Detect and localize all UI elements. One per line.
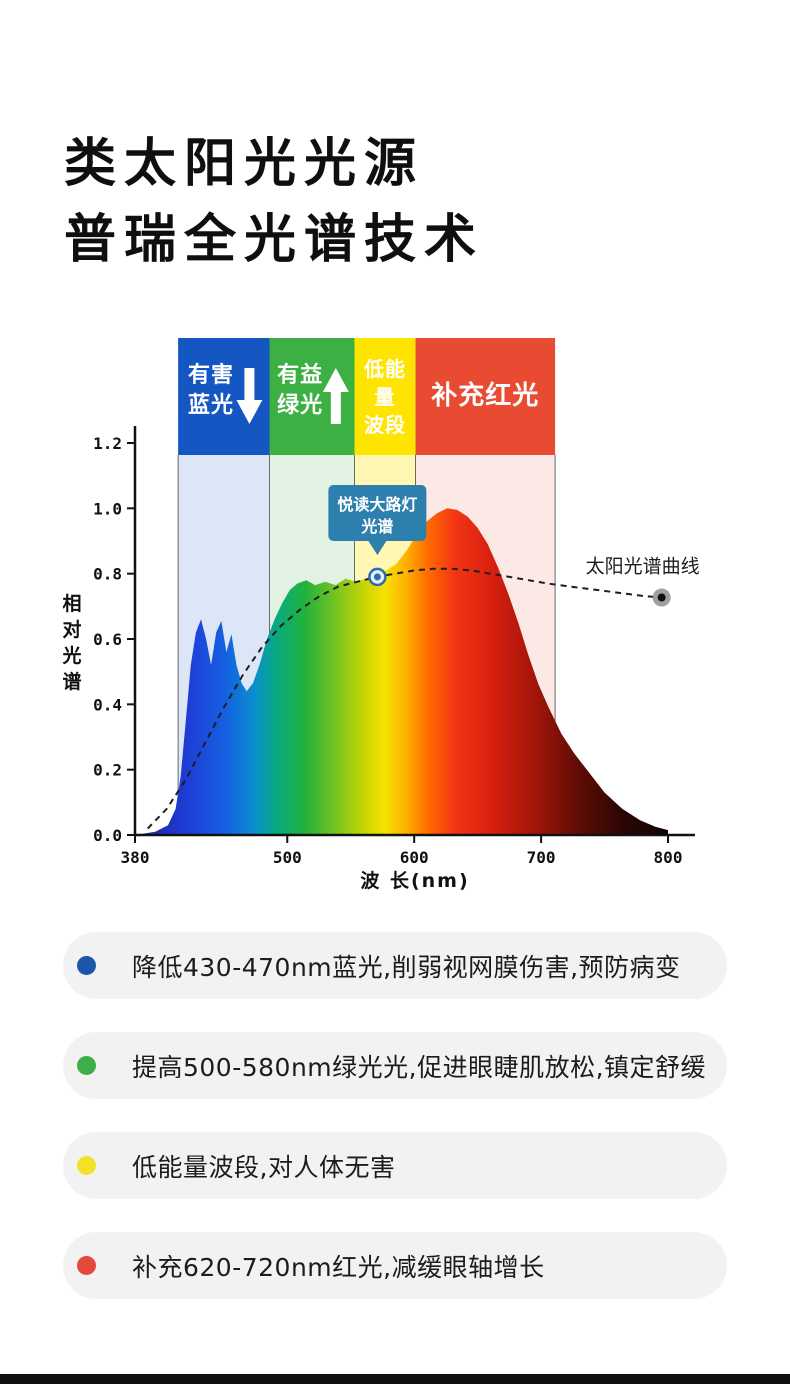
- blue-dot-icon: [77, 956, 96, 975]
- x-tick-label: 600: [400, 848, 429, 867]
- feature-text-red: 补充620-720nm红光,减缓眼轴增长: [132, 1252, 545, 1282]
- feature-list: 降低430-470nm蓝光,削弱视网膜伤害,预防病变 提高500-580nm绿光…: [63, 932, 727, 1332]
- band-header-supplement-red: 补充红光: [415, 338, 556, 455]
- page-title-line2: 普瑞全光谱技术: [64, 210, 485, 270]
- yellow-dot-icon: [77, 1156, 96, 1175]
- y-tick-label: 1.2: [93, 434, 122, 453]
- feature-text-blue: 降低430-470nm蓝光,削弱视网膜伤害,预防病变: [132, 952, 681, 982]
- y-tick-label: 0.6: [93, 630, 122, 649]
- sun-spectrum-curve: [146, 567, 662, 830]
- band-label: 波段: [364, 413, 406, 437]
- y-tick-label: 0.4: [93, 695, 122, 714]
- band-label: 补充红光: [431, 380, 539, 411]
- feature-item-blue: 降低430-470nm蓝光,削弱视网膜伤害,预防病变: [63, 932, 727, 999]
- red-dot-icon: [77, 1256, 96, 1275]
- band-label: 低能: [363, 357, 406, 381]
- x-tick-label: 380: [121, 848, 150, 867]
- x-tick-label: 500: [273, 848, 302, 867]
- feature-item-red: 补充620-720nm红光,减缓眼轴增长: [63, 1232, 727, 1299]
- y-tick-label: 0.0: [93, 826, 122, 845]
- band-label: 蓝光: [188, 393, 234, 418]
- feature-text-green: 提高500-580nm绿光光,促进眼睫肌放松,镇定舒缓: [132, 1052, 707, 1082]
- lamp-spectrum-area: [135, 508, 668, 835]
- arrow-down-icon: [236, 368, 263, 424]
- x-axis-label: 波 长(nm): [360, 869, 469, 892]
- green-dot-icon: [77, 1056, 96, 1075]
- sun-curve-label: 太阳光谱曲线: [586, 556, 700, 578]
- arrow-up-icon: [322, 368, 349, 424]
- band-label: 有益: [277, 362, 323, 388]
- x-tick-label: 800: [654, 848, 683, 867]
- band-label: 有害: [188, 362, 234, 388]
- feature-item-yellow: 低能量波段,对人体无害: [63, 1132, 727, 1199]
- spectrum-chart: 0.0 0.2 0.4 0.6 0.8 1.0 1.2 380 500 600 700 800 波 长(…: [55, 330, 735, 900]
- feature-text-yellow: 低能量波段,对人体无害: [132, 1152, 396, 1182]
- band-header-low-energy: 低能量波段: [354, 338, 416, 455]
- y-tick-label: 0.2: [93, 761, 122, 780]
- y-tick-label: 1.0: [93, 499, 122, 518]
- bottom-bar: [0, 1374, 790, 1384]
- callout-text: 光谱: [360, 517, 393, 536]
- callout-text: 悦读大路灯: [337, 495, 417, 514]
- feature-item-green: 提高500-580nm绿光光,促进眼睫肌放松,镇定舒缓: [63, 1032, 727, 1099]
- y-tick-label: 0.8: [93, 565, 122, 584]
- y-axis-label: 相对光谱: [61, 593, 83, 693]
- spectrum-chart-svg: 0.0 0.2 0.4 0.6 0.8 1.0 1.2 380 500 600 700 800 波 长(…: [61, 338, 700, 892]
- band-label: 量: [375, 385, 396, 409]
- x-tick-label: 700: [527, 848, 556, 867]
- page-title-line1: 类太阳光光源: [64, 134, 425, 194]
- title-block: 类太阳光光源 普瑞全光谱技术: [64, 126, 484, 278]
- band-label: 绿光: [277, 392, 323, 418]
